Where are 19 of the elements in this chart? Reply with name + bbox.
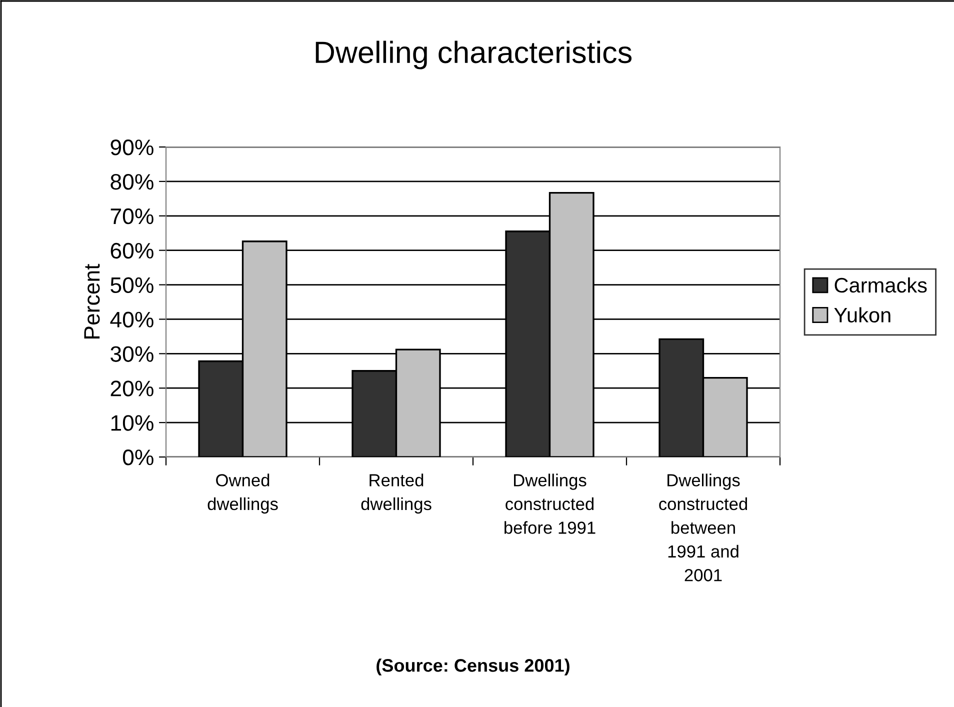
x-tick-label: Owned dwellings (208, 474, 278, 514)
y-tick-label: 70% (110, 208, 154, 224)
y-tick-label: 80% (110, 174, 154, 190)
y-tick-label: 0% (122, 450, 154, 466)
x-tick-label: Rented dwellings (361, 474, 432, 514)
x-tick-label: Dwellings constructed between 1991 and 2001 (659, 474, 748, 582)
y-tick-label: 10% (111, 415, 154, 431)
y-tick-label: 60% (110, 242, 154, 259)
text: (Source: Census 2001) (376, 658, 570, 676)
y-tick-label: 20% (110, 380, 154, 396)
x-tick-label: Dwellings constructed before 1991 (504, 474, 596, 534)
y-tick-label: 50% (110, 277, 154, 294)
y-axis-title: Percent (84, 264, 100, 338)
y-tick-label: 30% (110, 346, 154, 362)
y-tick-label: 90% (110, 140, 154, 156)
y-tick-label: 40% (110, 312, 154, 328)
legend-label: Carmacks (834, 277, 927, 293)
legend-label: Yukon (834, 307, 890, 323)
chart-title: Dwelling characteristics (316, 40, 632, 70)
